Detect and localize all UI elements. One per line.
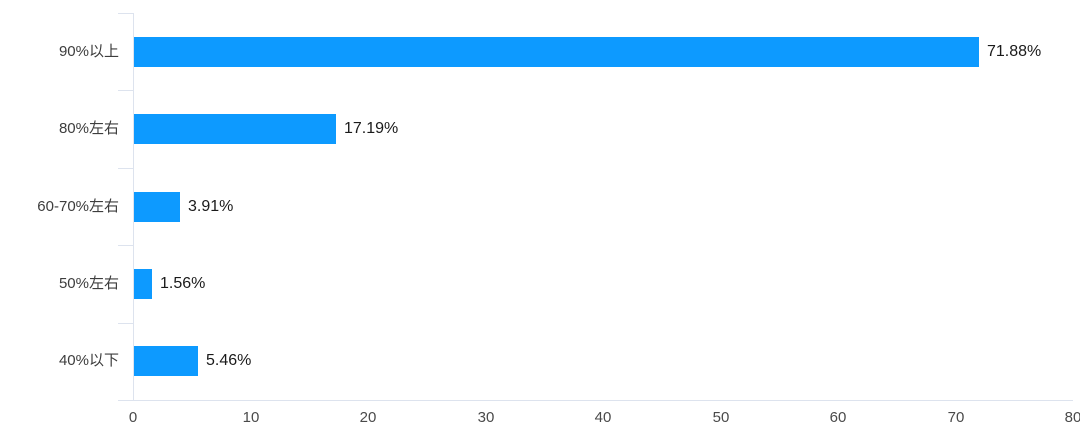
bar[interactable] [134, 192, 180, 222]
value-label: 71.88% [987, 43, 1042, 60]
category-label: 80%左右 [58, 120, 119, 137]
category-label: 40%以下 [58, 352, 119, 369]
y-axis-tick [118, 323, 133, 324]
x-axis-tick-label: 0 [128, 409, 138, 426]
x-axis-tick-label: 70 [947, 409, 965, 426]
value-label: 1.56% [160, 275, 206, 292]
x-axis-tick-label: 60 [829, 409, 847, 426]
bar[interactable] [134, 114, 336, 144]
bar[interactable] [134, 37, 979, 67]
x-axis-line [118, 400, 1073, 401]
x-axis-tick-label: 40 [594, 409, 612, 426]
y-axis-tick [118, 90, 133, 91]
value-label: 5.46% [206, 352, 252, 369]
y-axis-line [133, 13, 134, 400]
value-label: 3.91% [188, 198, 234, 215]
x-axis-tick-label: 30 [477, 409, 495, 426]
category-label: 90%以上 [58, 43, 119, 60]
x-axis-tick-label: 50 [712, 409, 730, 426]
category-label: 60-70%左右 [37, 198, 119, 215]
x-axis-tick-label: 10 [242, 409, 260, 426]
y-axis-tick [118, 245, 133, 246]
y-axis-tick [118, 13, 133, 14]
category-label: 50%左右 [58, 275, 119, 292]
x-axis-tick-label: 80 [1064, 409, 1080, 426]
bar[interactable] [134, 269, 152, 299]
value-label: 17.19% [344, 120, 399, 137]
x-axis-tick-label: 20 [359, 409, 377, 426]
bar[interactable] [134, 346, 198, 376]
y-axis-tick [118, 168, 133, 169]
